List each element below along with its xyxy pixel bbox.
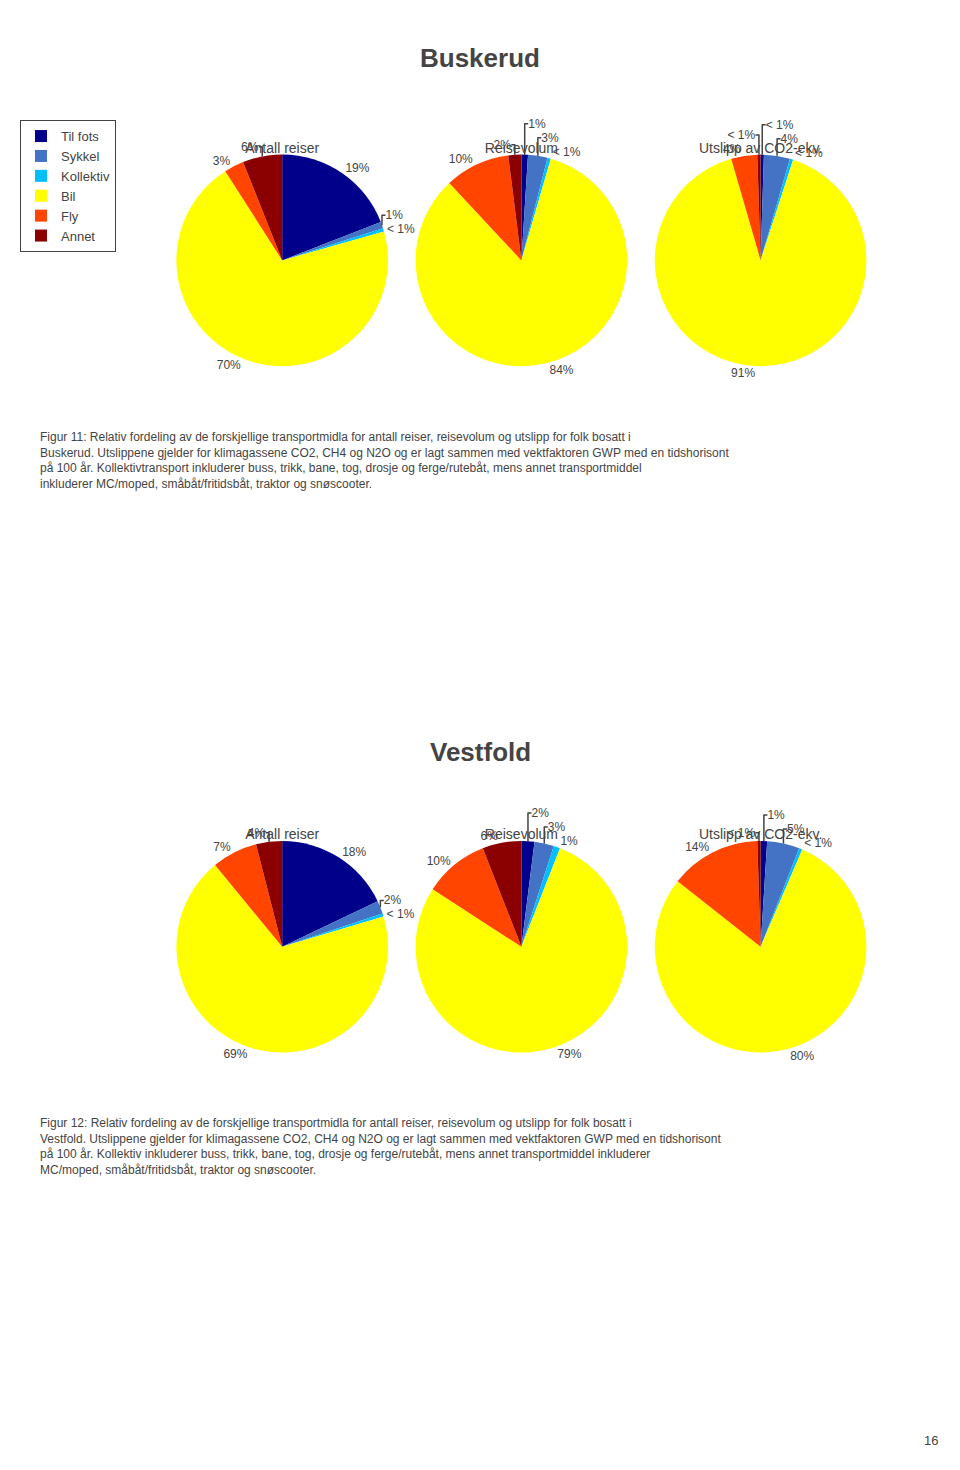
svg-text:< 1%: < 1%: [804, 836, 832, 850]
svg-text:16: 16: [924, 1433, 938, 1448]
svg-text:7%: 7%: [213, 840, 231, 854]
svg-text:Bil: Bil: [61, 189, 76, 204]
svg-text:6%: 6%: [481, 829, 499, 843]
svg-text:91%: 91%: [731, 366, 755, 380]
svg-text:4%: 4%: [781, 132, 799, 146]
svg-text:Til fots: Til fots: [61, 129, 99, 144]
svg-text:Figur 12: Relativ fordeling av: Figur 12: Relativ fordeling av de forskj…: [40, 1116, 721, 1177]
svg-text:79%: 79%: [557, 1047, 581, 1061]
svg-text:1%: 1%: [767, 808, 785, 822]
svg-text:18%: 18%: [342, 845, 366, 859]
svg-text:< 1%: < 1%: [727, 826, 755, 840]
svg-text:14%: 14%: [685, 840, 709, 854]
svg-text:Figur 11: Relativ fordeling av: Figur 11: Relativ fordeling av de forskj…: [40, 430, 729, 491]
svg-text:Antall reiser: Antall reiser: [245, 826, 319, 842]
svg-text:< 1%: < 1%: [553, 145, 581, 159]
svg-text:Sykkel: Sykkel: [61, 149, 99, 164]
svg-text:Vestfold: Vestfold: [430, 737, 531, 767]
svg-text:3%: 3%: [548, 820, 566, 834]
svg-text:Antall reiser: Antall reiser: [245, 140, 319, 156]
svg-text:Annet: Annet: [61, 229, 95, 244]
svg-text:3%: 3%: [213, 154, 231, 168]
svg-text:3%: 3%: [541, 131, 559, 145]
svg-text:2%: 2%: [384, 893, 402, 907]
svg-text:10%: 10%: [427, 854, 451, 868]
svg-text:< 1%: < 1%: [766, 118, 794, 132]
svg-text:Fly: Fly: [61, 209, 79, 224]
svg-text:10%: 10%: [449, 152, 473, 166]
svg-text:< 1%: < 1%: [727, 128, 755, 142]
svg-text:1%: 1%: [528, 117, 546, 131]
svg-text:1%: 1%: [560, 834, 578, 848]
svg-text:Reisevolum: Reisevolum: [485, 826, 558, 842]
svg-text:70%: 70%: [217, 358, 241, 372]
svg-text:Utslipp av CO2-ekv.: Utslipp av CO2-ekv.: [699, 140, 822, 156]
svg-text:19%: 19%: [345, 161, 369, 175]
svg-text:4%: 4%: [248, 826, 266, 840]
svg-text:< 1%: < 1%: [387, 222, 415, 236]
svg-text:4%: 4%: [723, 142, 741, 156]
svg-text:2%: 2%: [494, 138, 512, 152]
svg-text:< 1%: < 1%: [387, 907, 415, 921]
svg-text:69%: 69%: [223, 1047, 247, 1061]
svg-text:84%: 84%: [549, 363, 573, 377]
svg-text:1%: 1%: [385, 208, 403, 222]
svg-text:Kollektiv: Kollektiv: [61, 169, 110, 184]
svg-text:Utslipp av CO2-ekv.: Utslipp av CO2-ekv.: [699, 826, 822, 842]
svg-text:2%: 2%: [531, 806, 549, 820]
svg-text:Reisevolum: Reisevolum: [485, 140, 558, 156]
svg-text:5%: 5%: [787, 822, 805, 836]
svg-text:< 1%: < 1%: [795, 146, 823, 160]
svg-text:6%: 6%: [241, 140, 259, 154]
svg-text:Buskerud: Buskerud: [420, 43, 540, 73]
svg-text:80%: 80%: [790, 1049, 814, 1063]
